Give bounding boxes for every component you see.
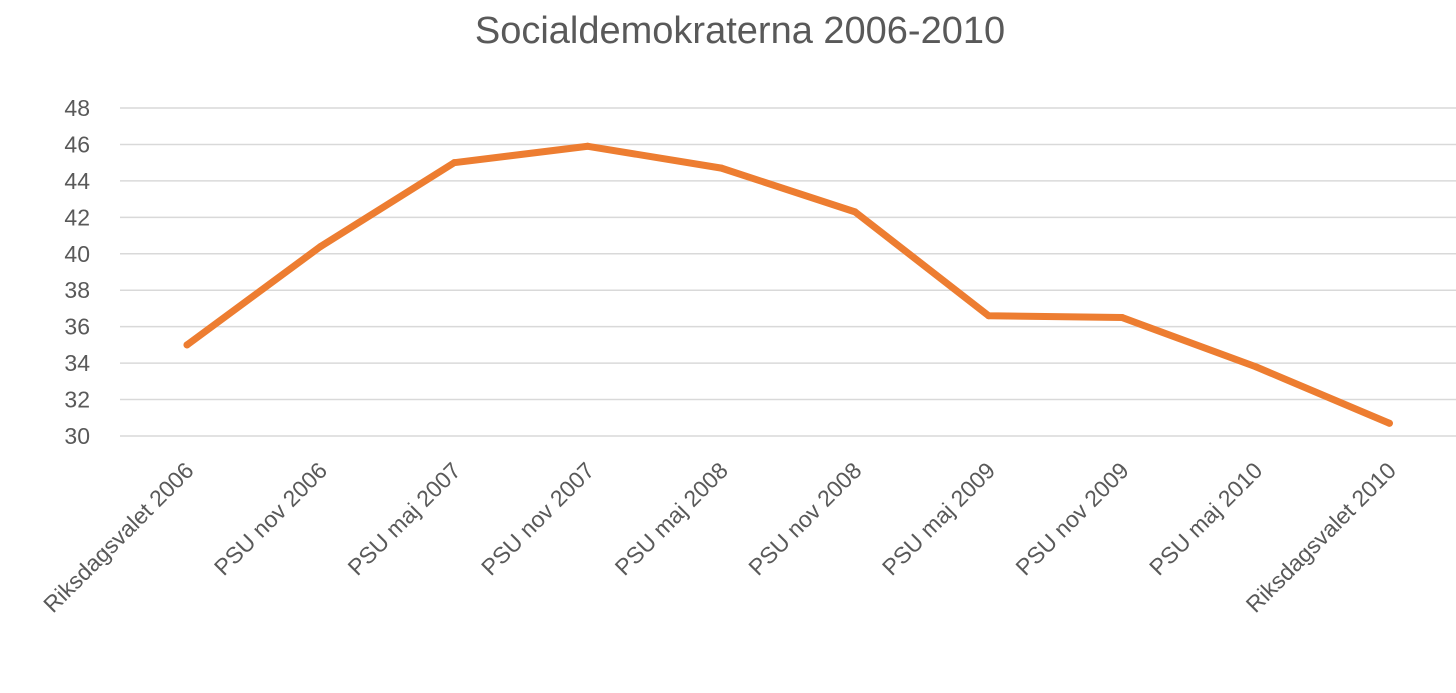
x-tick-label: Riksdagsvalet 2006 xyxy=(38,457,198,617)
y-tick-label: 48 xyxy=(64,95,90,121)
y-axis-ticks: 30 32 34 36 38 40 42 44 46 48 xyxy=(64,95,90,449)
x-tick-label: PSU maj 2007 xyxy=(342,457,465,580)
data-point xyxy=(317,242,325,250)
data-point xyxy=(183,341,191,349)
y-tick-label: 36 xyxy=(64,314,90,340)
data-point xyxy=(985,312,993,320)
y-tick-label: 40 xyxy=(64,241,90,267)
series-layer xyxy=(183,142,1393,427)
y-tick-label: 46 xyxy=(64,131,90,157)
y-tick-label: 38 xyxy=(64,277,90,303)
x-tick-label: PSU nov 2006 xyxy=(209,457,332,580)
y-tick-label: 44 xyxy=(64,168,90,194)
x-tick-label: PSU maj 2008 xyxy=(610,457,733,580)
x-tick-label: PSU nov 2007 xyxy=(476,457,599,580)
y-tick-label: 30 xyxy=(64,423,90,449)
y-tick-label: 34 xyxy=(64,350,90,376)
data-point xyxy=(717,164,725,172)
data-point xyxy=(851,208,859,216)
x-axis-ticks: Riksdagsvalet 2006 PSU nov 2006 PSU maj 20… xyxy=(38,457,1401,617)
x-tick-label: PSU nov 2009 xyxy=(1010,457,1133,580)
x-tick-label: PSU maj 2009 xyxy=(877,457,1000,580)
data-point xyxy=(450,159,458,167)
data-point xyxy=(584,142,592,150)
x-tick-label: PSU maj 2010 xyxy=(1144,457,1267,580)
series-line-0 xyxy=(183,142,1393,427)
chart-title: Socialdemokraterna 2006-2010 xyxy=(474,10,1006,52)
grid-layer xyxy=(120,107,1456,437)
x-tick-label: PSU nov 2008 xyxy=(743,457,866,580)
y-tick-label: 32 xyxy=(64,387,90,413)
data-point xyxy=(1252,363,1260,371)
x-tick-label: Riksdagsvalet 2010 xyxy=(1241,457,1401,617)
y-tick-label: 42 xyxy=(64,204,90,230)
data-point xyxy=(1118,314,1126,322)
data-point xyxy=(1385,419,1393,427)
